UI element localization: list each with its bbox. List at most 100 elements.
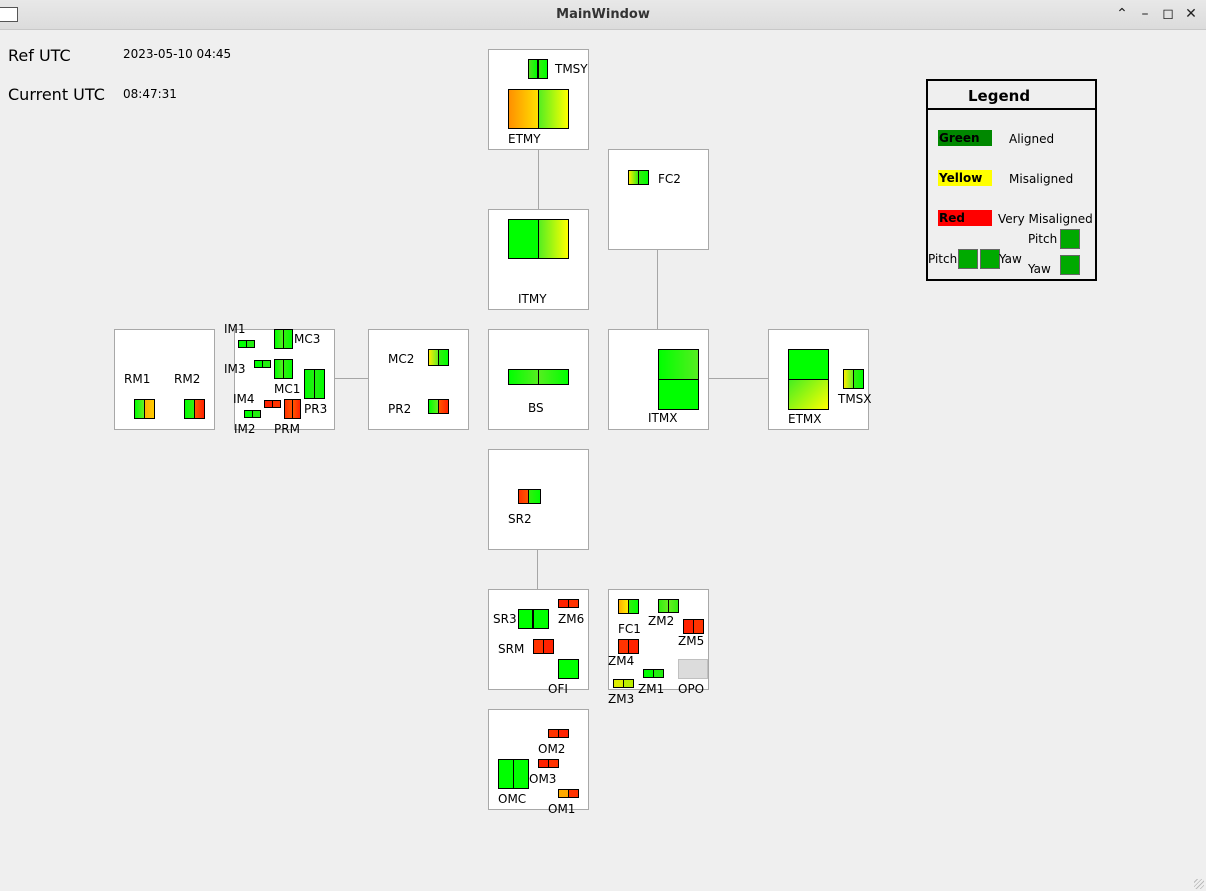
bs-label: BS [528,401,544,415]
etmy-pitch-indicator[interactable] [508,89,539,129]
im2-label: IM2 [234,422,256,436]
title-bar: MainWindow ⌃ – ◻ ✕ [0,0,1206,30]
pr3-yaw-indicator[interactable] [314,369,325,399]
legend-yaw-square [1060,255,1080,275]
mc1-label: MC1 [274,382,301,396]
beam-line-mc-mc2 [334,378,369,379]
minimize-button[interactable]: – [1141,6,1149,22]
mc3-label: MC3 [294,332,321,346]
mc2-yaw-indicator[interactable] [438,349,449,366]
fc2-label: FC2 [658,172,681,186]
sr3-label: SR3 [493,612,517,626]
legend-pitch-pair-left [958,249,978,269]
etmy-yaw-indicator[interactable] [538,89,569,129]
om2-yaw-indicator[interactable] [558,729,569,738]
legend-red-desc: Very Misaligned [998,212,1093,226]
zm2-yaw-indicator[interactable] [668,599,679,613]
prm-yaw-indicator[interactable] [292,399,301,419]
rm1-label: RM1 [124,372,151,386]
legend-header: Legend [928,81,1095,110]
im3-label: IM3 [224,362,246,376]
bs-yaw-indicator[interactable] [538,369,569,385]
fc1-yaw-indicator[interactable] [628,599,639,614]
srm-yaw-indicator[interactable] [543,639,554,654]
im3-yaw-indicator[interactable] [262,360,271,368]
legend-green-desc: Aligned [1009,132,1055,146]
fc2-panel [608,149,709,250]
chevron-up-icon[interactable]: ⌃ [1116,6,1128,22]
itmy-pitch-indicator[interactable] [508,219,539,259]
srm-label: SRM [498,642,525,656]
rm2-yaw-indicator[interactable] [194,399,205,419]
legend-box: Legend Green Aligned Yellow Misaligned R… [926,79,1097,281]
fc1-label: FC1 [618,622,641,636]
mc1-yaw-indicator[interactable] [283,359,293,379]
zm1-yaw-indicator[interactable] [653,669,664,678]
sr2-yaw-indicator[interactable] [528,489,541,504]
itmx-label: ITMX [648,411,678,425]
legend-pitch-left-label: Pitch [928,252,958,266]
im4-label: IM4 [233,392,255,406]
zm3-yaw-indicator[interactable] [623,679,634,688]
legend-yaw-left-label: Yaw [999,252,1022,266]
sr3-pitch-indicator[interactable] [518,609,533,629]
etmx-pitch-indicator[interactable] [788,349,829,380]
tmsy-label: TMSY [555,62,588,76]
zm6-yaw-indicator[interactable] [568,599,579,608]
prm-label: PRM [274,422,300,436]
bs-pitch-indicator[interactable] [508,369,539,385]
tmsx-yaw-indicator[interactable] [853,369,864,389]
omc-label: OMC [498,792,527,806]
current-utc-value: 08:47:31 [123,87,177,101]
im4-yaw-indicator[interactable] [272,400,281,408]
om1-label: OM1 [548,802,576,816]
omc-yaw-indicator[interactable] [513,759,529,789]
opo-indicator[interactable] [678,659,708,679]
sr3-yaw-indicator[interactable] [533,609,549,629]
itmx-yaw-indicator[interactable] [658,379,699,410]
im1-label: IM1 [224,322,246,336]
pr2-label: PR2 [388,402,412,416]
zm2-label: ZM2 [648,614,675,628]
itmx-pitch-indicator[interactable] [658,349,699,380]
etmx-yaw-indicator[interactable] [788,379,829,410]
beam-line-etmy-itmy [538,149,539,210]
opo-label: OPO [678,682,705,696]
im2-yaw-indicator[interactable] [252,410,261,418]
window-title: MainWindow [556,7,650,22]
zm4-label: ZM4 [608,654,635,668]
mc2-label: MC2 [388,352,415,366]
beam-line-itmx-etmx [708,378,769,379]
legend-red-swatch: Red [938,210,992,226]
rm1-yaw-indicator[interactable] [144,399,155,419]
etmy-label: ETMY [508,132,541,146]
beam-line-sr2-sr3 [537,549,538,590]
om1-yaw-indicator[interactable] [568,789,579,798]
maximize-button[interactable]: ◻ [1162,6,1174,22]
fc2-yaw-indicator[interactable] [638,170,649,185]
rm2-label: RM2 [174,372,201,386]
legend-pitch-top-label: Pitch [1028,232,1058,246]
current-utc-label: Current UTC [8,85,105,104]
tmsy-pitch-indicator[interactable] [528,59,538,79]
zm3-label: ZM3 [608,692,635,706]
legend-green-swatch: Green [938,130,992,146]
tmsy-yaw-indicator[interactable] [538,59,548,79]
beam-line-fc2-itmx [657,249,658,330]
etmx-label: ETMX [788,412,822,426]
resize-grip[interactable] [1194,879,1204,889]
zm1-label: ZM1 [638,682,665,696]
zm5-yaw-indicator[interactable] [693,619,704,634]
zm6-label: ZM6 [558,612,585,626]
legend-title: Legend [968,87,1031,105]
mc3-yaw-indicator[interactable] [283,329,293,349]
zm4-yaw-indicator[interactable] [628,639,639,654]
pr2-yaw-indicator[interactable] [438,399,449,414]
tmsx-label: TMSX [838,392,872,406]
im1-yaw-indicator[interactable] [246,340,255,348]
close-button[interactable]: ✕ [1185,6,1197,22]
ofi-indicator[interactable] [558,659,579,679]
om3-yaw-indicator[interactable] [548,759,559,768]
itmy-yaw-indicator[interactable] [538,219,569,259]
omc-pitch-indicator[interactable] [498,759,514,789]
